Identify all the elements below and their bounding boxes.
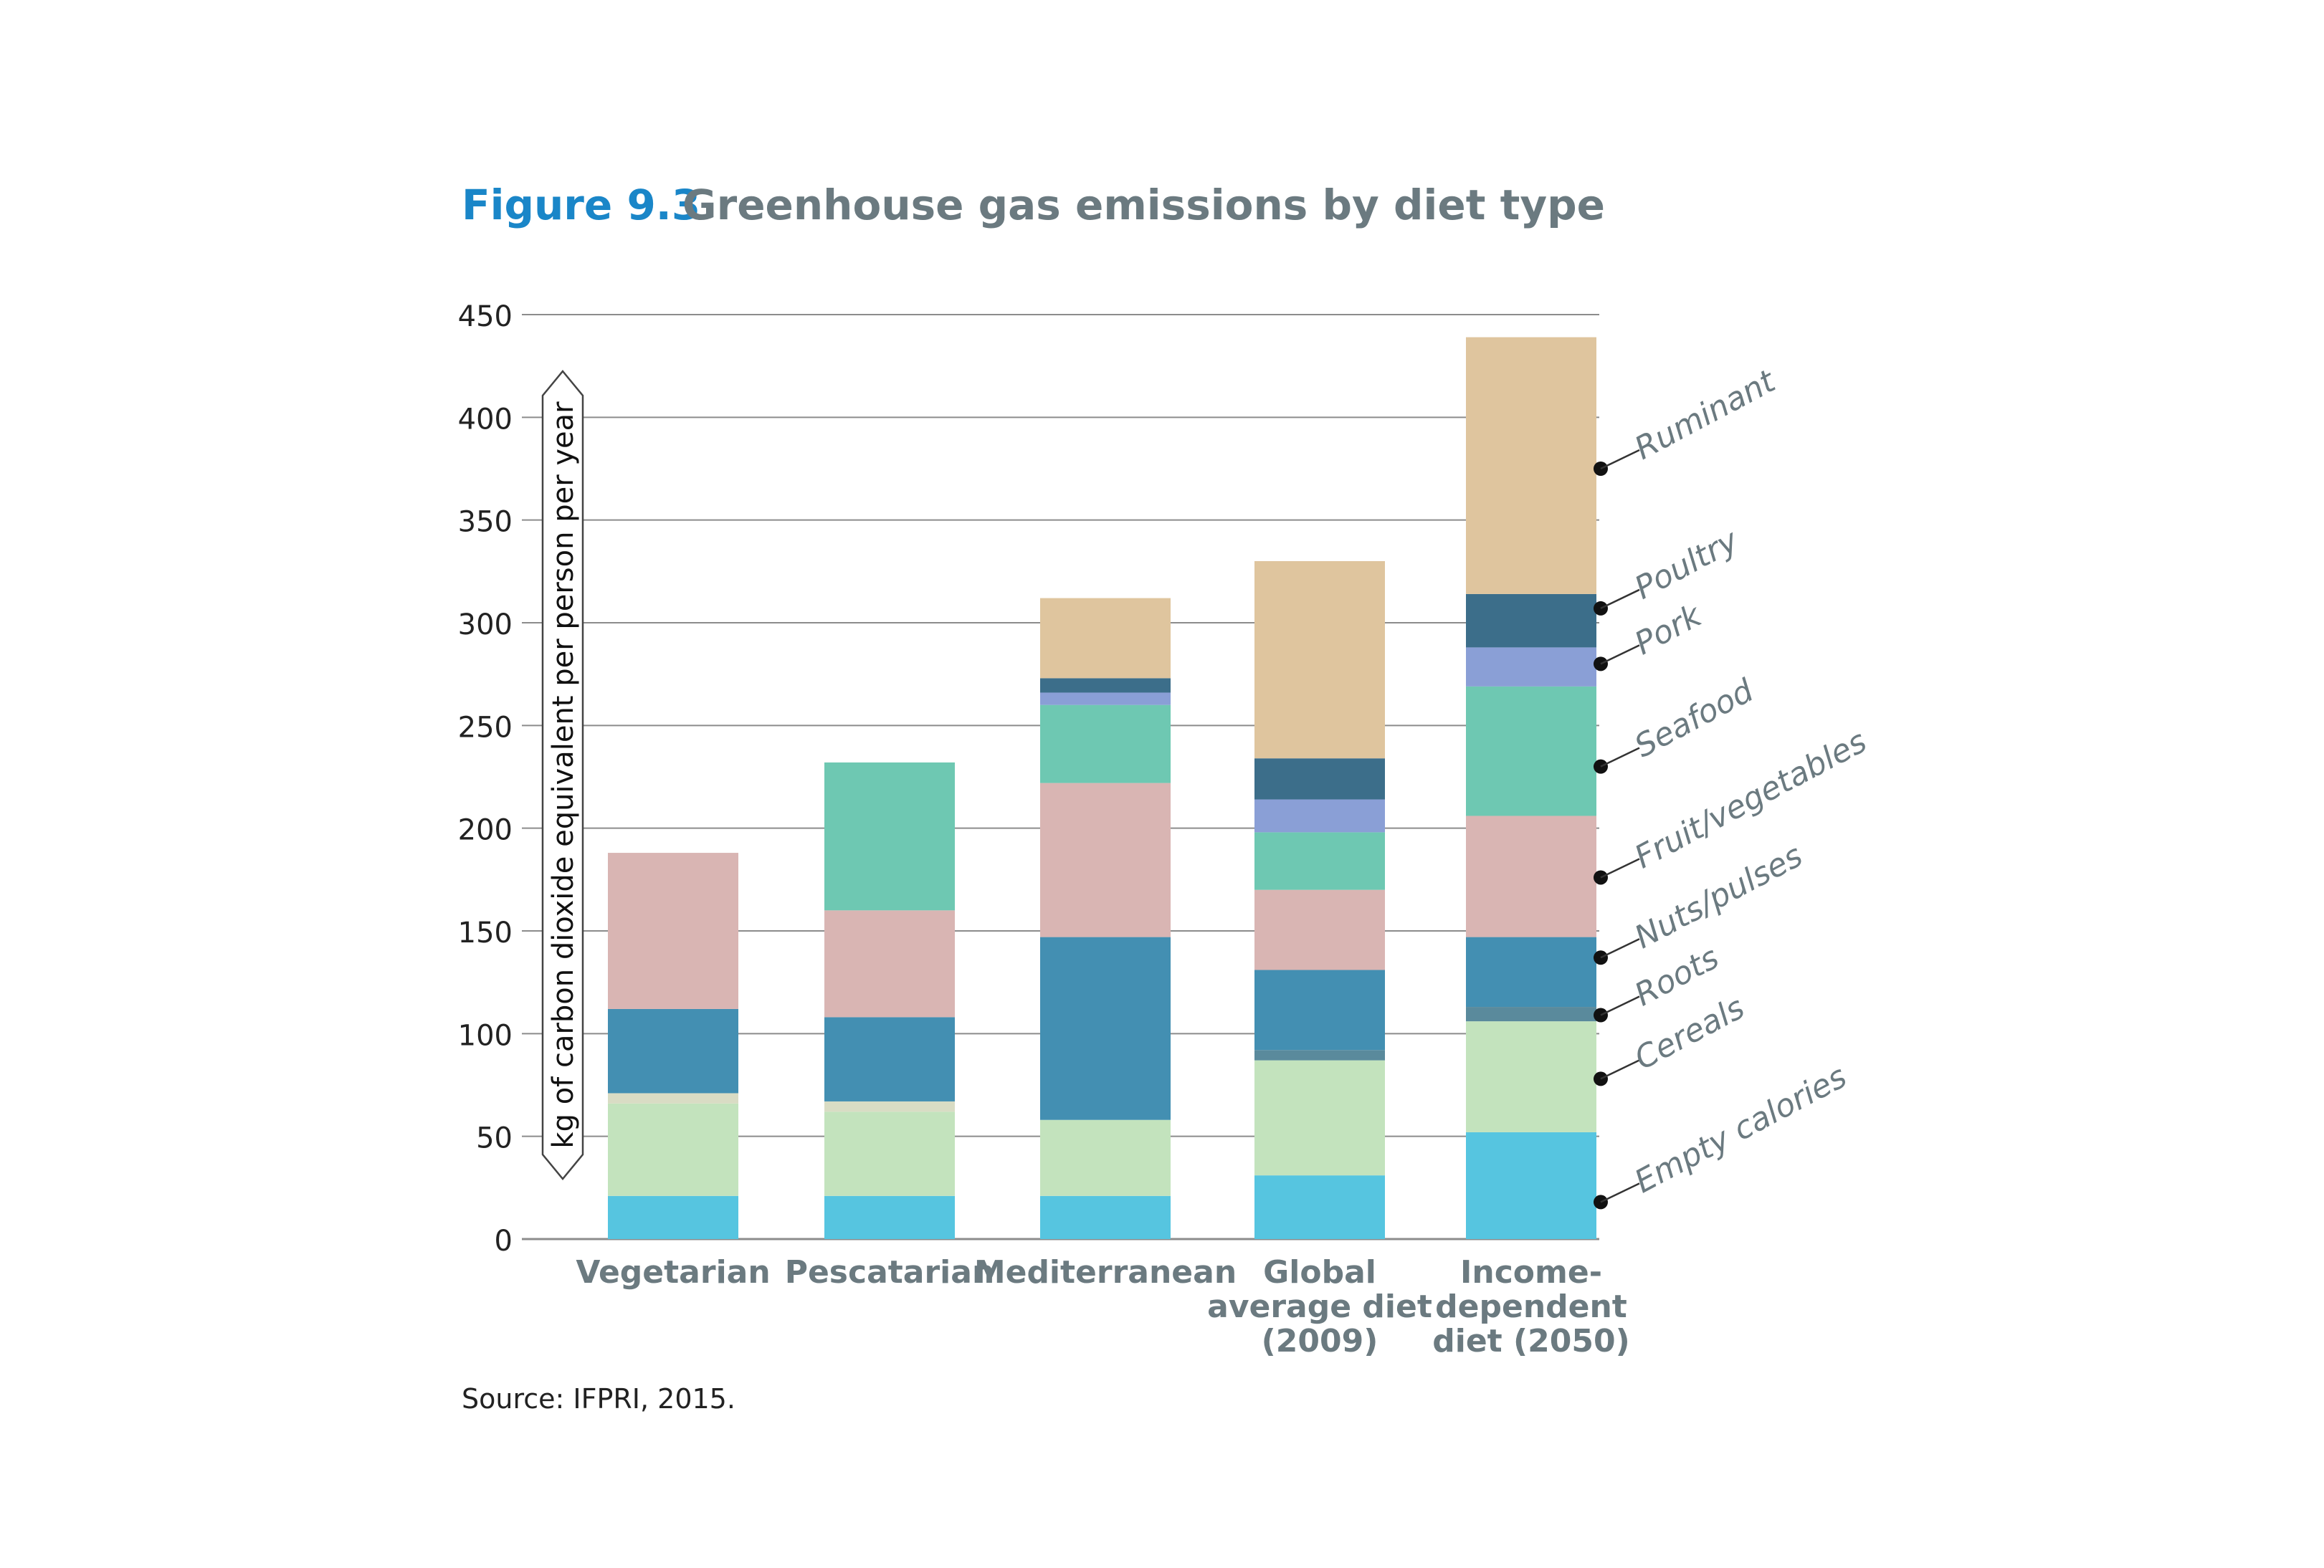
y-tick-label: 50: [476, 1122, 513, 1155]
bar-segment: [824, 762, 955, 911]
y-axis: 0 50 100 150 200 250 300 350 400 450: [458, 300, 513, 1258]
bar-segment: [1040, 692, 1171, 705]
y-axis-label-group: kg of carbon dioxide equivalent per pers…: [541, 370, 584, 1180]
bar-segment: [1254, 1175, 1385, 1239]
bar-segment: [608, 1195, 738, 1239]
bar-segment: [1466, 647, 1596, 687]
bar-segment: [1466, 593, 1596, 648]
legend-leader-line: [1600, 1182, 1640, 1203]
legend-label: Ruminant: [1629, 363, 1782, 467]
bar-segment: [824, 1017, 955, 1101]
bar-segment: [608, 853, 738, 1009]
bar-segment: [1040, 704, 1171, 783]
y-axis-label-arrow: [541, 370, 584, 1180]
bar-segment: [1040, 937, 1171, 1120]
bar-segment: [1466, 1007, 1596, 1022]
bar-segment: [1466, 1021, 1596, 1132]
bar-segment: [1254, 1050, 1385, 1061]
y-tick-label: 250: [458, 711, 513, 744]
y-axis-label: kg of carbon dioxide equivalent per pers…: [547, 401, 580, 1149]
legend-label: Pork: [1629, 597, 1708, 662]
figure-number: Figure 9.3: [462, 181, 700, 229]
bar-segment: [1466, 686, 1596, 816]
legend-label: Empty calories: [1629, 1058, 1852, 1200]
figure-title: Greenhouse gas emissions by diet type: [682, 181, 1605, 229]
legend-leader-line: [1600, 858, 1640, 879]
legend-leader-line: [1600, 747, 1640, 768]
bar-segment: [824, 1112, 955, 1196]
bar-segment: [824, 1101, 955, 1112]
x-category-label: Vegetarian: [576, 1254, 770, 1291]
bar-segment: [1254, 799, 1385, 833]
bar-segment: [1040, 678, 1171, 693]
legend-leader-line: [1600, 449, 1640, 470]
bar-segment: [824, 1195, 955, 1239]
bar-segment: [1040, 598, 1171, 679]
bar-segment: [608, 1103, 738, 1196]
bar-segment: [1254, 758, 1385, 800]
legend-leader-line: [1600, 995, 1640, 1016]
y-tick-label: 200: [458, 814, 513, 847]
y-tick-label: 100: [458, 1019, 513, 1052]
x-category-label: Mediterranean: [974, 1254, 1237, 1291]
bar-segment: [824, 910, 955, 1018]
bar-segment: [1040, 1195, 1171, 1239]
bar-segment: [1466, 337, 1596, 594]
y-tick-label: 300: [458, 608, 513, 641]
bar-segment: [1254, 832, 1385, 890]
bar-segment: [1254, 1060, 1385, 1176]
x-category-label: Pescatarian: [785, 1254, 995, 1291]
y-tick-label: 150: [458, 917, 513, 950]
y-tick-label: 0: [495, 1225, 513, 1258]
x-category-label: Global average diet (2009): [1207, 1254, 1432, 1359]
bar-segment: [1254, 889, 1385, 970]
legend-leader-line: [1600, 644, 1640, 665]
bar-segment: [1254, 970, 1385, 1051]
bar-segment: [1466, 816, 1596, 937]
bars: [608, 337, 1596, 1239]
source-note: Source: IFPRI, 2015.: [462, 1383, 735, 1415]
bar-segment: [608, 1093, 738, 1104]
legend-label: Poultry: [1629, 522, 1745, 606]
bar-segment: [1254, 561, 1385, 759]
bar-segment: [1466, 937, 1596, 1008]
legend-leader-line: [1600, 588, 1640, 610]
x-category-label: Income-dependent diet (2050): [1432, 1254, 1629, 1359]
y-tick-label: 350: [458, 506, 513, 539]
legend-label: Seafood: [1629, 672, 1760, 765]
bar-segment: [608, 1008, 738, 1094]
legend: RuminantPoultryPorkSeafoodFruit/vegetabl…: [1594, 363, 1872, 1210]
bar-segment: [1040, 1119, 1171, 1196]
bar-segment: [1466, 1132, 1596, 1239]
y-tick-label: 450: [458, 300, 513, 333]
legend-leader-line: [1600, 938, 1640, 959]
bar-segment: [1040, 783, 1171, 937]
figure-title-group: Figure 9.3 Greenhouse gas emissions by d…: [462, 181, 1605, 229]
legend-leader-line: [1600, 1059, 1640, 1080]
y-tick-label: 400: [458, 403, 513, 436]
